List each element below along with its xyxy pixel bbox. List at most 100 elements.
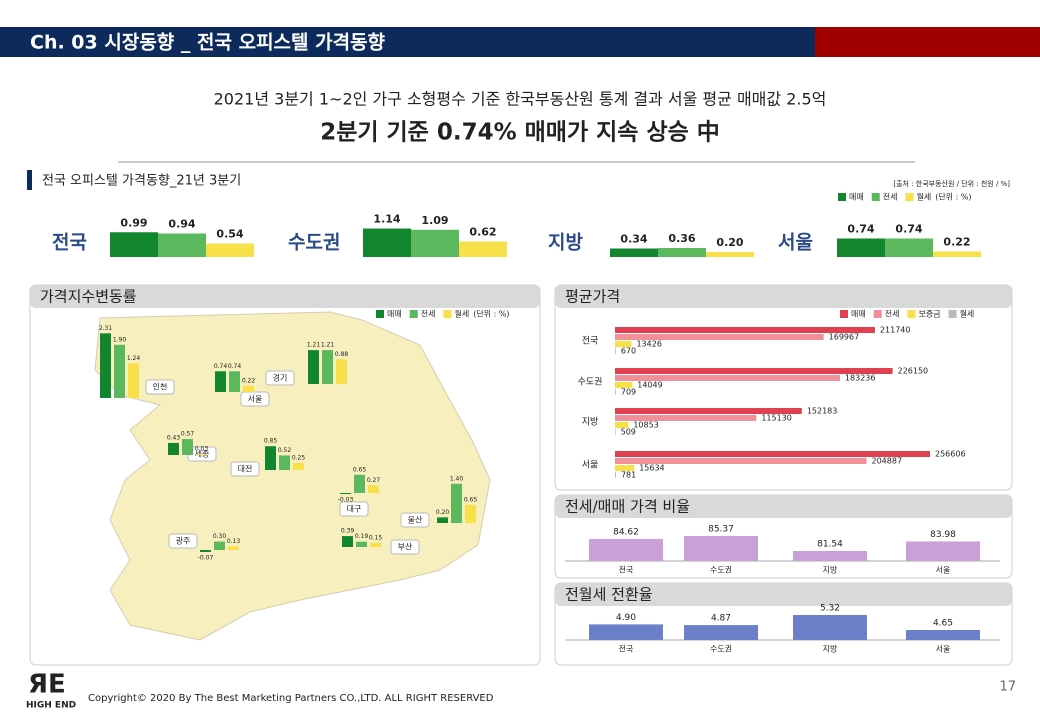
value-label: 1.21: [307, 342, 321, 349]
category-label: 수도권: [710, 565, 732, 575]
value-label: 670: [621, 347, 636, 356]
value-label: 0.74: [895, 223, 922, 236]
bar: [206, 243, 254, 257]
legend-label: 매매: [851, 310, 866, 319]
legend-swatch: [443, 310, 452, 318]
region-label: 대구: [347, 505, 362, 514]
bar: [837, 238, 885, 257]
logo-sub: HIGH END: [26, 701, 76, 711]
bar: [615, 465, 635, 471]
region-tag: [230, 461, 260, 477]
bar: [182, 439, 193, 455]
value-label: 14049: [637, 381, 662, 390]
region-label: 세종: [195, 450, 210, 459]
value-label: 0.62: [469, 226, 496, 239]
category-label: 전국: [52, 232, 87, 254]
bar: [293, 463, 304, 470]
value-label: 0.20: [716, 236, 743, 249]
region-label: 서울: [248, 395, 263, 404]
bar: [706, 252, 754, 257]
bar: [128, 363, 139, 398]
legend-swatch: [838, 193, 846, 201]
value-label: 84.62: [613, 527, 639, 537]
panel-title: 가격지수변동률: [40, 288, 137, 306]
value-label: 13426: [636, 340, 661, 349]
value-label: 15634: [639, 464, 664, 473]
value-label: 0.39: [341, 528, 355, 535]
bar: [615, 415, 757, 421]
korea-map: [94, 311, 491, 641]
panel-title: 전월세 전환율: [565, 586, 653, 604]
category-label: 지방: [582, 417, 599, 428]
legend-swatch: [948, 310, 957, 318]
panel-header: [555, 583, 1012, 606]
category-label: 수도권: [288, 232, 340, 254]
panel-title: 평균가격: [565, 288, 620, 306]
legend-swatch: [871, 193, 880, 201]
value-label: 226150: [898, 367, 929, 376]
bar: [196, 454, 207, 456]
bar: [684, 625, 758, 640]
category-label: 수도권: [578, 376, 603, 388]
bar: [114, 344, 125, 398]
bar: [793, 615, 867, 640]
value-label: 0.57: [181, 431, 195, 438]
legend-swatch: [873, 310, 882, 318]
bar: [370, 542, 381, 547]
value-label: 0.94: [168, 218, 195, 231]
region-tag: [339, 501, 369, 517]
legend-label: 전세: [885, 309, 900, 319]
bar: [615, 389, 616, 395]
value-label: 1.09: [421, 214, 448, 227]
panel-header: [555, 285, 1012, 308]
category-label: 전국: [582, 336, 599, 347]
bar: [228, 546, 239, 550]
value-label: 0.74: [228, 363, 242, 370]
panel-header: [555, 495, 1012, 518]
legend-label: 월세: [916, 192, 931, 202]
bar: [610, 248, 658, 257]
value-label: 0.19: [355, 533, 369, 540]
category-label: 지방: [548, 232, 583, 254]
region-label: 경기: [273, 373, 288, 383]
bar: [615, 408, 802, 414]
bar: [589, 538, 663, 561]
bar: [200, 550, 211, 552]
region-label: 광주: [176, 536, 191, 546]
section-marker: [27, 170, 32, 190]
region-label: 대전: [238, 464, 253, 474]
value-label: 0.99: [120, 216, 147, 229]
value-label: 0.52: [278, 447, 292, 454]
category-label: 서울: [936, 566, 951, 575]
value-label: 1.40: [450, 475, 464, 482]
value-label: 0.65: [464, 496, 478, 503]
section-title: 전국 오피스텔 가격동향_21년 3분기: [42, 174, 241, 189]
value-label: 781: [621, 471, 636, 480]
legend-swatch: [376, 310, 384, 318]
value-label: 0.25: [292, 455, 306, 462]
bar: [340, 493, 351, 494]
bar: [465, 504, 476, 523]
bar: [368, 485, 379, 493]
panel-header: [30, 285, 540, 308]
bar: [684, 536, 758, 561]
value-label: 0.03: [195, 446, 209, 453]
bar: [279, 455, 290, 470]
category-label: 전국: [619, 644, 634, 654]
value-label: 0.13: [227, 538, 241, 545]
legend-label: 매매: [849, 193, 864, 202]
value-label: 509: [621, 428, 636, 437]
bar: [110, 232, 158, 257]
bar: [589, 624, 663, 640]
value-label: 0.85: [264, 438, 278, 445]
bar: [933, 251, 981, 257]
value-label: 85.37: [708, 525, 734, 535]
value-label: 1.24: [127, 355, 141, 362]
value-label: 0.74: [214, 363, 228, 370]
logo: ЯE: [28, 670, 66, 700]
bar: [885, 238, 933, 257]
header-title: Ch. 03 시장동향 _ 전국 오피스텔 가격동향: [30, 32, 386, 54]
legend-label: 전세: [883, 192, 898, 202]
bar: [658, 248, 706, 257]
